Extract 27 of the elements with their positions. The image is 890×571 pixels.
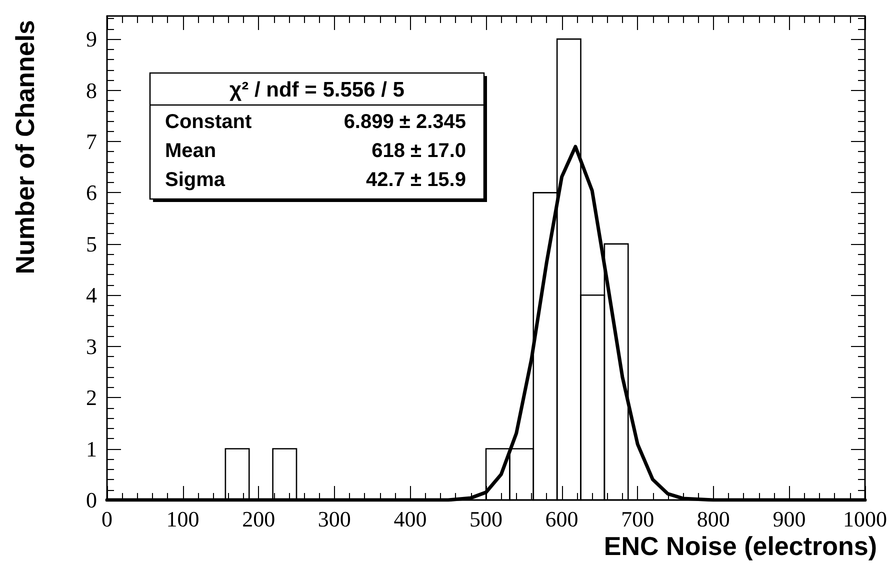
- x-tick-label: 900: [772, 506, 806, 532]
- text: Mean 618 ± 17.0: [165, 140, 466, 162]
- annotation: χ² / ndf = 5.556 / 5: [230, 78, 405, 102]
- y-tick-label: 9: [86, 26, 97, 52]
- y-tick-label: 1: [86, 436, 97, 462]
- x-tick-label: 400: [394, 506, 427, 532]
- x-tick-label: 100: [166, 506, 200, 532]
- x-axis-title: ENC Noise (electrons): [604, 531, 878, 561]
- y-tick-label: 6: [86, 180, 97, 206]
- x-tick-label: 300: [318, 506, 351, 532]
- y-tick-label: 5: [86, 231, 97, 256]
- x-tick-label: 800: [696, 506, 730, 532]
- y-tick-label: 0: [86, 488, 97, 512]
- x-tick-label: 700: [621, 506, 654, 532]
- y-tick-label: 4: [86, 282, 97, 308]
- y-tick-label: 2: [86, 385, 97, 410]
- y-tick-label: 8: [86, 78, 97, 103]
- x-tick-label: 600: [545, 506, 578, 532]
- y-axis-title: Number of Channels: [10, 20, 40, 274]
- x-tick-label: 1000: [843, 506, 887, 532]
- text: Sigma 42.7 ± 15.9: [165, 169, 466, 191]
- y-tick-label: 7: [86, 128, 97, 154]
- x-tick-label: 200: [242, 506, 276, 532]
- y-tick-label: 3: [86, 334, 97, 359]
- text: Constant 6.899 ± 2.345: [165, 111, 466, 133]
- x-tick-label: 500: [470, 506, 502, 532]
- x-tick-label: 0: [102, 506, 112, 532]
